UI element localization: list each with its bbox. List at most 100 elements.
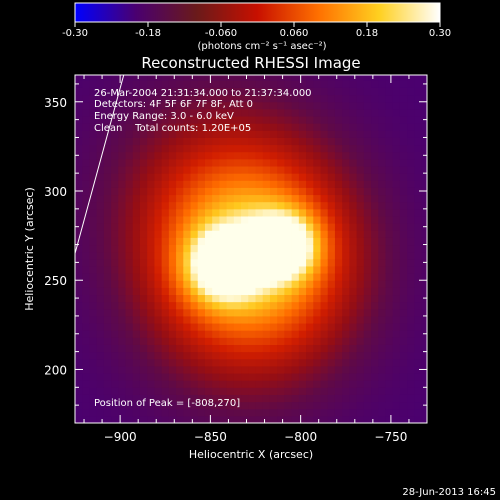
heatmap-cell	[262, 401, 271, 410]
heatmap-cell	[284, 230, 293, 238]
heatmap-cell	[320, 116, 329, 124]
heatmap-cell	[363, 273, 372, 281]
heatmap-cell	[342, 273, 350, 281]
heatmap-cell	[313, 280, 321, 288]
heatmap-cell	[342, 337, 350, 345]
heatmap-cell	[298, 323, 307, 331]
heatmap-cell	[356, 166, 365, 174]
heatmap-cell	[125, 80, 134, 88]
heatmap-cell	[371, 401, 379, 410]
heatmap-cell	[161, 80, 170, 88]
heatmap-cell	[313, 180, 321, 188]
heatmap-cell	[262, 394, 271, 403]
heatmap-cell	[139, 251, 148, 260]
heatmap-cell	[342, 180, 350, 188]
heatmap-cell	[132, 116, 141, 124]
heatmap-cell	[204, 365, 213, 374]
heatmap-cell	[320, 323, 329, 331]
heatmap-cell	[139, 380, 148, 388]
heatmap-cell	[96, 251, 105, 260]
heatmap-cell	[139, 351, 148, 360]
heatmap-cell	[161, 265, 170, 274]
heatmap-cell	[176, 151, 184, 160]
heatmap-cell	[392, 373, 401, 381]
heatmap-cell	[219, 415, 228, 423]
heatmap-cell	[306, 287, 314, 296]
heatmap-cell	[96, 301, 105, 310]
heatmap-cell	[176, 273, 184, 281]
heatmap-cell	[378, 123, 386, 131]
heatmap-cell	[291, 308, 300, 317]
heatmap-cell	[96, 330, 105, 338]
heatmap-cell	[414, 180, 423, 188]
heatmap-cell	[392, 108, 401, 117]
heatmap-cell	[407, 373, 415, 381]
heatmap-cell	[363, 194, 372, 203]
heatmap-cell	[385, 280, 394, 288]
heatmap-cell	[103, 358, 112, 367]
heatmap-cell	[226, 365, 235, 374]
heatmap-cell	[168, 337, 177, 345]
heatmap-cell	[356, 344, 365, 353]
heatmap-cell	[378, 166, 386, 174]
heatmap-cell	[139, 166, 148, 174]
heatmap-cell	[147, 244, 155, 253]
heatmap-cell	[342, 251, 350, 260]
heatmap-cell	[190, 144, 199, 153]
heatmap-cell	[277, 108, 285, 117]
heatmap-cell	[190, 158, 199, 167]
heatmap-cell	[291, 230, 300, 238]
heatmap-cell	[226, 201, 235, 210]
heatmap-cell	[212, 380, 220, 388]
heatmap-cell	[327, 351, 336, 360]
heatmap-cell	[233, 201, 242, 210]
heatmap-cell	[277, 237, 285, 246]
heatmap-cell	[183, 230, 192, 238]
heatmap-cell	[313, 87, 321, 96]
heatmap-cell	[248, 151, 257, 160]
heatmap-cell	[342, 108, 350, 117]
heatmap-cell	[139, 223, 148, 231]
heatmap-cell	[284, 280, 293, 288]
heatmap-cell	[132, 315, 141, 324]
heatmap-cell	[262, 208, 271, 217]
heatmap-cell	[277, 415, 285, 423]
heatmap-cell	[82, 215, 90, 224]
heatmap-cell	[334, 373, 343, 381]
heatmap-cell	[378, 244, 386, 253]
heatmap-cell	[284, 94, 293, 103]
heatmap-cell	[176, 237, 184, 246]
heatmap-cell	[82, 330, 90, 338]
heatmap-cell	[241, 373, 249, 381]
heatmap-cell	[82, 187, 90, 196]
heatmap-cell	[154, 75, 163, 81]
heatmap-cell	[176, 180, 184, 188]
heatmap-cell	[118, 344, 127, 353]
heatmap-cell	[277, 280, 285, 288]
heatmap-cell	[284, 215, 293, 224]
heatmap-cell	[147, 230, 155, 238]
heatmap-cell	[190, 180, 199, 188]
heatmap-cell	[291, 158, 300, 167]
heatmap-cell	[342, 330, 350, 338]
heatmap-cell	[154, 394, 163, 403]
heatmap-cell	[89, 80, 98, 88]
heatmap-cell	[298, 351, 307, 360]
heatmap-cell	[241, 358, 249, 367]
heatmap-cell	[248, 158, 257, 167]
heatmap-cell	[399, 101, 408, 110]
heatmap-cell	[147, 237, 155, 246]
heatmap-cell	[248, 315, 257, 324]
heatmap-cell	[356, 258, 365, 267]
heatmap-cell	[378, 208, 386, 217]
heatmap-cell	[356, 201, 365, 210]
heatmap-cell	[154, 337, 163, 345]
heatmap-cell	[363, 144, 372, 153]
heatmap-cell	[161, 373, 170, 381]
heatmap-cell	[125, 373, 134, 381]
heatmap-cell	[147, 75, 155, 81]
heatmap-cell	[139, 80, 148, 88]
heatmap-cell	[291, 251, 300, 260]
heatmap-cell	[306, 265, 314, 274]
